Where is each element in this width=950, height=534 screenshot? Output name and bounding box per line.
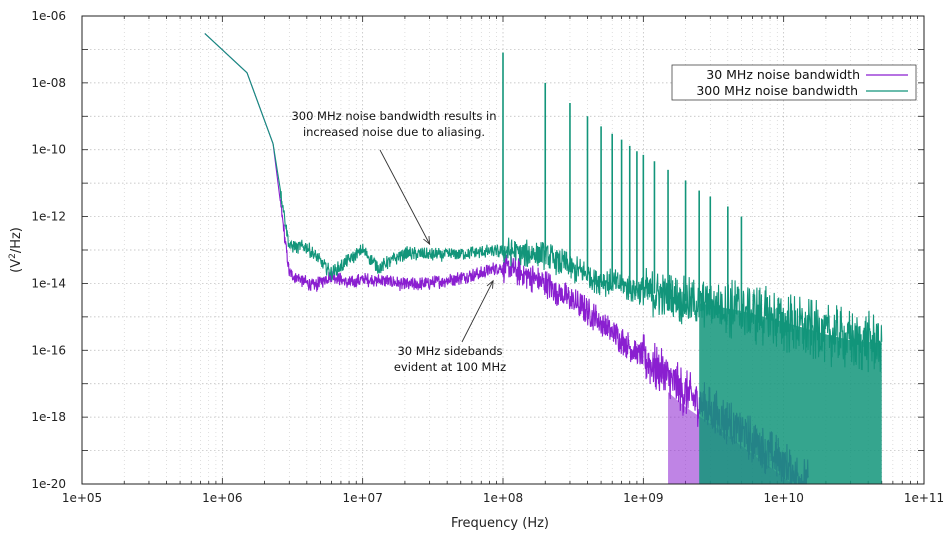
y-tick-label: 1e-14 — [31, 276, 66, 290]
y-tick-label: 1e-16 — [31, 343, 66, 357]
plot-frame — [81, 15, 925, 485]
annotation-aliasing-line1: 300 MHz noise bandwidth results in — [291, 109, 496, 123]
y-axis-label: (V2/Hz) — [8, 227, 24, 273]
annotation-sidebands-line2: evident at 100 MHz — [394, 360, 506, 374]
y-axis-label-sup: 2 — [8, 253, 18, 259]
y-tick-label: 1e-12 — [31, 210, 66, 224]
y-tick-label: 1e-18 — [31, 410, 66, 424]
annotation-sidebands-arrow — [461, 280, 494, 343]
series-300mhz — [204, 33, 883, 484]
x-axis-label: Frequency (Hz) — [451, 516, 549, 531]
annotation-sidebands-arrow-head — [486, 279, 494, 289]
y-axis-label-base: (V — [9, 259, 24, 273]
legend-box — [671, 64, 917, 101]
annotation-aliasing-arrow — [379, 149, 431, 245]
y-axis-label-rest: /Hz) — [9, 227, 24, 253]
y-tick-label: 1e-20 — [31, 477, 66, 491]
y-tick-label: 1e-10 — [31, 143, 66, 157]
y-tick-label: 1e-06 — [31, 9, 66, 23]
annotation-sidebands-line1: 30 MHz sidebands — [397, 344, 502, 358]
series-band-300mhz — [699, 303, 882, 484]
legend-label-30mhz: 30 MHz noise bandwidth — [706, 67, 860, 82]
x-tick-labels: 1e+05 1e+06 1e+07 1e+08 1e+09 1e+10 1e+11 — [62, 491, 944, 505]
annotation-aliasing-arrow-head — [423, 236, 431, 246]
annotations: 300 MHz noise bandwidth results in incre… — [291, 109, 506, 374]
x-tick-label: 1e+08 — [483, 491, 523, 505]
x-tick-label: 1e+11 — [904, 491, 944, 505]
x-tick-label: 1e+07 — [342, 491, 382, 505]
series-line-300mhz — [204, 33, 883, 373]
legend-label-300mhz: 300 MHz noise bandwidth — [696, 83, 858, 98]
x-tick-label: 1e+09 — [623, 491, 663, 505]
x-tick-label: 1e+10 — [763, 491, 803, 505]
x-tick-label: 1e+05 — [62, 491, 102, 505]
x-tick-label: 1e+06 — [202, 491, 242, 505]
y-tick-label: 1e-08 — [31, 76, 66, 90]
legend: 30 MHz noise bandwidth 300 MHz noise ban… — [671, 64, 917, 101]
annotation-aliasing-line2: increased noise due to aliasing. — [303, 125, 485, 139]
series-layer — [204, 33, 883, 484]
y-tick-labels: 1e-20 1e-18 1e-16 1e-14 1e-12 1e-10 1e-08 1e-06 — [31, 9, 66, 491]
